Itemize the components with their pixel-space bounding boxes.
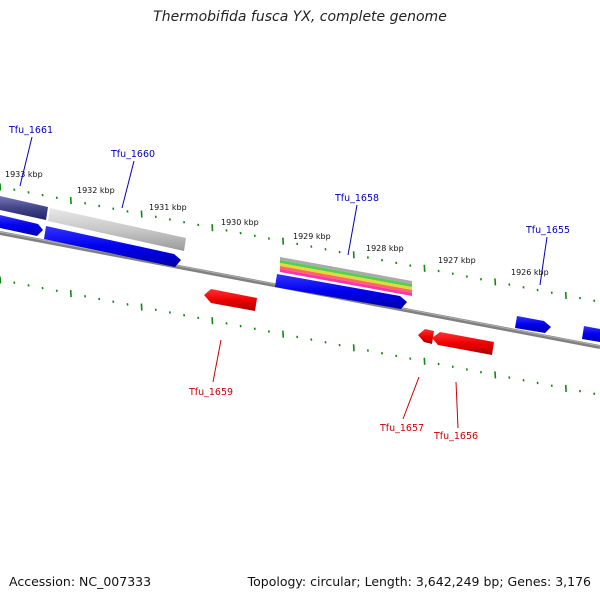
tick-label-1930: 1930 kbp bbox=[221, 218, 259, 227]
feature-track-upper bbox=[0, 196, 412, 296]
cds-reverse-track bbox=[204, 289, 494, 355]
cds-arrow-tfu1656[interactable] bbox=[432, 332, 494, 355]
ruler-track-inner bbox=[0, 276, 596, 396]
callout-line-tfu1659 bbox=[212, 339, 222, 383]
cds-arrow-tfu1657[interactable] bbox=[418, 329, 434, 344]
ruler-track-outer bbox=[0, 183, 596, 303]
callout-lines bbox=[19, 136, 548, 429]
callout-line-tfu1658 bbox=[347, 204, 358, 256]
tick-label-1931: 1931 kbp bbox=[149, 203, 187, 212]
cds-arrow-tfu1655[interactable] bbox=[515, 316, 551, 333]
tick-label-1932: 1932 kbp bbox=[77, 186, 115, 195]
callout-line-tfu1660 bbox=[121, 160, 135, 209]
gene-block-grey[interactable] bbox=[48, 208, 186, 251]
tick-label-1933: 1933 kbp bbox=[5, 170, 43, 179]
gene-label-tfu1661[interactable]: Tfu_1661 bbox=[8, 125, 53, 136]
tick-labels: 1933 kbp 1932 kbp 1931 kbp 1930 kbp 1929… bbox=[5, 170, 549, 277]
tick-label-1926: 1926 kbp bbox=[511, 268, 549, 277]
callout-line-tfu1656 bbox=[455, 381, 459, 429]
gene-label-tfu1658[interactable]: Tfu_1658 bbox=[334, 193, 379, 204]
gene-label-tfu1660[interactable]: Tfu_1660 bbox=[110, 149, 155, 160]
genome-stats-text: Topology: circular; Length: 3,642,249 bp… bbox=[247, 574, 591, 589]
map-title: Thermobifida fusca YX, complete genome bbox=[153, 9, 447, 25]
callout-line-tfu1655 bbox=[539, 236, 548, 286]
gene-label-tfu1659[interactable]: Tfu_1659 bbox=[188, 387, 233, 398]
gene-labels: Tfu_1661 Tfu_1660 Tfu_1659 Tfu_1658 Tfu_… bbox=[8, 125, 570, 442]
cds-forward-track bbox=[0, 215, 600, 342]
tick-label-1929: 1929 kbp bbox=[293, 232, 331, 241]
gene-block-multicolor[interactable] bbox=[280, 257, 412, 296]
gene-label-tfu1656[interactable]: Tfu_1656 bbox=[433, 431, 478, 442]
gene-block-navy[interactable] bbox=[0, 196, 48, 220]
cds-arrow-tfu1659[interactable] bbox=[204, 289, 257, 311]
gene-label-tfu1657[interactable]: Tfu_1657 bbox=[379, 423, 424, 434]
accession-text: Accession: NC_007333 bbox=[9, 574, 152, 589]
cds-arrow-offscreen[interactable] bbox=[582, 326, 600, 342]
callout-line-tfu1657 bbox=[402, 376, 420, 420]
tick-label-1927: 1927 kbp bbox=[438, 256, 476, 265]
gene-label-tfu1655[interactable]: Tfu_1655 bbox=[525, 225, 570, 236]
cds-arrow-tfu1661[interactable] bbox=[0, 215, 43, 236]
callout-line-tfu1661 bbox=[19, 136, 33, 187]
cds-arrow-tfu1658[interactable] bbox=[275, 274, 407, 309]
cds-arrow-tfu1660[interactable] bbox=[44, 226, 181, 267]
tick-label-1928: 1928 kbp bbox=[366, 244, 404, 253]
